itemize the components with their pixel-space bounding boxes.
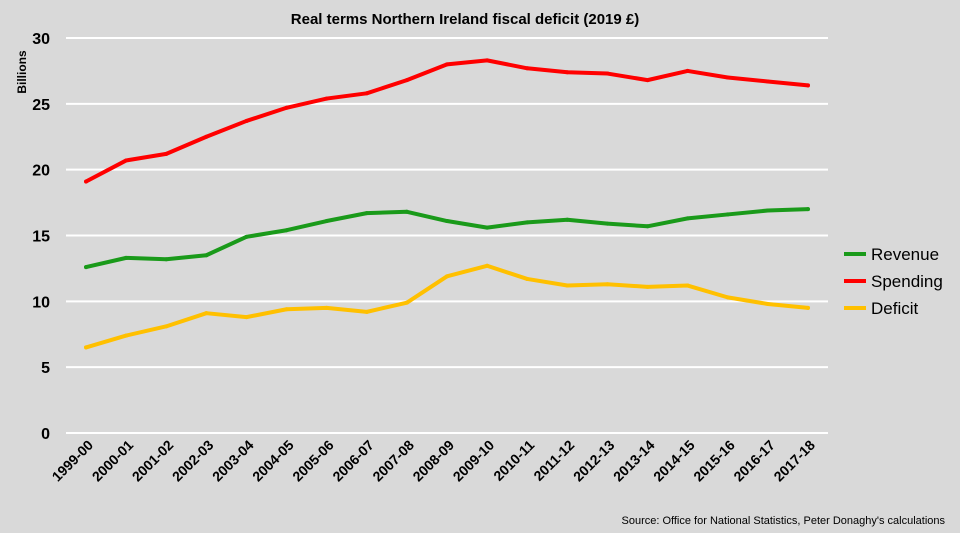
data-point-deficit: [244, 315, 249, 320]
series-line-revenue: [84, 207, 810, 270]
data-point-deficit: [364, 309, 369, 314]
data-point-revenue: [364, 211, 369, 216]
data-point-spending: [685, 68, 690, 73]
x-tick-label: 2014-15: [650, 437, 698, 485]
series-line-spending: [84, 58, 810, 184]
data-point-revenue: [284, 228, 289, 233]
data-point-deficit: [565, 283, 570, 288]
data-point-revenue: [124, 255, 129, 260]
x-tick-label: 2003-04: [209, 437, 257, 485]
data-point-spending: [404, 78, 409, 83]
x-tick-label: 2011-12: [530, 437, 577, 484]
data-point-spending: [565, 70, 570, 75]
data-point-deficit: [204, 311, 209, 316]
chart-title: Real terms Northern Ireland fiscal defic…: [291, 11, 639, 28]
data-point-deficit: [525, 276, 530, 281]
data-point-spending: [605, 71, 610, 76]
data-point-spending: [204, 134, 209, 139]
x-tick-label: 2015-16: [690, 437, 738, 485]
data-point-spending: [525, 66, 530, 71]
x-tick-label: 2016-17: [730, 437, 778, 485]
y-tick-label: 5: [41, 360, 50, 377]
data-point-revenue: [645, 224, 650, 229]
data-point-deficit: [805, 305, 810, 310]
x-axis-ticks: 1999-002000-012001-022002-032003-042004-…: [49, 437, 819, 485]
data-point-spending: [124, 158, 129, 163]
y-tick-label: 25: [32, 97, 50, 114]
x-tick-label: 2013-14: [610, 437, 658, 485]
data-point-revenue: [204, 253, 209, 258]
data-point-deficit: [605, 282, 610, 287]
x-tick-label: 2005-06: [289, 437, 337, 485]
data-point-spending: [84, 179, 89, 184]
legend-label-revenue: Revenue: [871, 245, 939, 264]
legend: Revenue Spending Deficit: [844, 245, 943, 318]
x-tick-label: 2002-03: [169, 437, 217, 485]
data-point-spending: [364, 91, 369, 96]
x-tick-label: 2007-08: [369, 437, 417, 485]
y-tick-label: 15: [32, 229, 50, 246]
data-point-revenue: [805, 207, 810, 212]
x-tick-label: 2004-05: [249, 437, 297, 485]
y-tick-label: 30: [32, 31, 50, 48]
data-point-revenue: [605, 221, 610, 226]
data-point-deficit: [685, 283, 690, 288]
series-lines: [84, 58, 810, 350]
data-point-spending: [244, 118, 249, 123]
data-point-spending: [445, 62, 449, 67]
data-point-spending: [765, 79, 770, 84]
y-axis-label: Billions: [15, 50, 29, 94]
data-point-deficit: [124, 333, 129, 338]
data-point-deficit: [324, 305, 329, 310]
legend-label-deficit: Deficit: [871, 299, 919, 318]
data-point-revenue: [685, 216, 690, 221]
data-point-revenue: [404, 209, 409, 214]
data-point-deficit: [284, 307, 289, 312]
y-tick-label: 10: [32, 294, 50, 311]
data-point-spending: [284, 105, 289, 110]
data-point-revenue: [765, 208, 770, 213]
data-point-deficit: [765, 301, 770, 306]
data-point-revenue: [525, 220, 530, 225]
data-point-deficit: [485, 263, 490, 268]
data-point-deficit: [445, 274, 449, 279]
x-tick-label: 1999-00: [49, 437, 97, 485]
gridlines: [66, 37, 828, 434]
data-point-revenue: [164, 257, 169, 262]
x-tick-label: 2000-01: [89, 437, 137, 485]
y-axis-ticks: 0 5 10 15 20 25 30: [32, 31, 50, 443]
data-point-spending: [164, 151, 169, 156]
source-note: Source: Office for National Statistics, …: [622, 515, 946, 527]
data-point-revenue: [725, 212, 730, 217]
data-point-spending: [324, 96, 329, 101]
y-tick-label: 0: [41, 426, 50, 443]
data-point-revenue: [324, 219, 329, 224]
x-tick-label: 2012-13: [570, 437, 618, 485]
x-tick-label: 2017-18: [770, 437, 818, 485]
x-tick-label: 2001-02: [129, 437, 177, 485]
data-point-revenue: [565, 217, 570, 222]
x-tick-label: 2006-07: [329, 437, 377, 485]
data-point-spending: [725, 75, 730, 80]
data-point-spending: [805, 83, 810, 88]
data-point-deficit: [404, 300, 409, 305]
legend-label-spending: Spending: [871, 272, 943, 291]
data-point-revenue: [244, 234, 249, 239]
data-point-spending: [485, 58, 490, 63]
data-point-deficit: [645, 284, 650, 289]
data-point-deficit: [725, 295, 730, 300]
x-tick-label: 2010-11: [490, 437, 537, 484]
data-point-deficit: [164, 324, 169, 329]
data-point-revenue: [84, 265, 89, 270]
data-point-spending: [645, 78, 650, 83]
x-tick-label: 2009-10: [450, 437, 498, 485]
data-point-revenue: [445, 219, 449, 224]
y-tick-label: 20: [32, 163, 50, 180]
data-point-revenue: [485, 225, 490, 230]
x-tick-label: 2008-09: [409, 437, 457, 485]
data-point-deficit: [84, 345, 89, 350]
